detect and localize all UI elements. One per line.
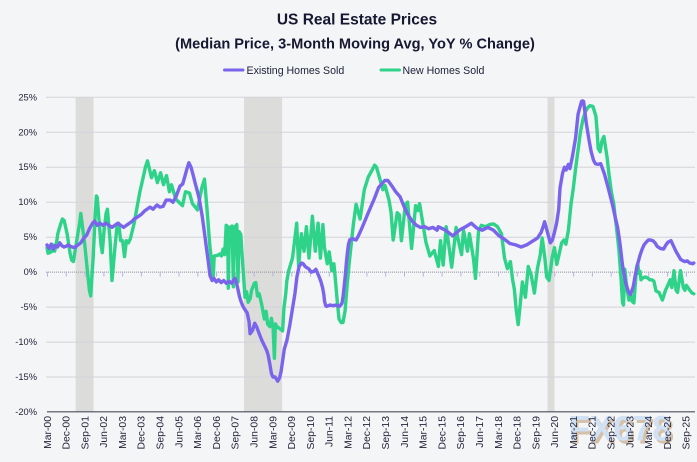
svg-text:Jun-14: Jun-14 [400, 416, 411, 448]
svg-text:Mar-00: Mar-00 [43, 416, 54, 449]
svg-text:Mar-18: Mar-18 [494, 416, 505, 449]
svg-text:15%: 15% [18, 162, 37, 172]
svg-text:Sep-22: Sep-22 [607, 416, 618, 450]
svg-text:5%: 5% [24, 232, 37, 242]
svg-text:Sep-10: Sep-10 [306, 416, 317, 450]
svg-text:Jun-11: Jun-11 [325, 416, 336, 447]
svg-text:10%: 10% [18, 197, 37, 207]
svg-text:Dec-09: Dec-09 [287, 416, 298, 450]
svg-text:Dec-03: Dec-03 [137, 416, 148, 450]
svg-text:Dec-21: Dec-21 [588, 416, 599, 450]
svg-text:Jun-17: Jun-17 [475, 416, 486, 448]
svg-text:Mar-21: Mar-21 [569, 416, 580, 449]
svg-text:Dec-00: Dec-00 [62, 416, 73, 450]
svg-text:Mar-03: Mar-03 [118, 416, 129, 449]
svg-text:20%: 20% [18, 127, 37, 137]
svg-text:Dec-12: Dec-12 [362, 416, 373, 450]
svg-text:Dec-15: Dec-15 [437, 416, 448, 450]
svg-text:-20%: -20% [15, 407, 37, 417]
svg-text:Sep-01: Sep-01 [80, 416, 91, 450]
svg-text:0%: 0% [24, 267, 37, 277]
svg-text:Existing Homes Sold: Existing Homes Sold [247, 65, 345, 77]
svg-text:Jun-23: Jun-23 [625, 416, 636, 448]
svg-text:Mar-12: Mar-12 [343, 416, 354, 449]
svg-text:Jun-08: Jun-08 [250, 416, 261, 448]
svg-text:Mar-15: Mar-15 [419, 416, 430, 449]
svg-text:Sep-25: Sep-25 [682, 416, 693, 450]
svg-text:New Homes Sold: New Homes Sold [403, 65, 485, 77]
svg-text:US Real Estate Prices: US Real Estate Prices [277, 12, 437, 29]
svg-text:Jun-20: Jun-20 [550, 416, 561, 448]
svg-text:Dec-18: Dec-18 [513, 416, 524, 450]
svg-text:Jun-05: Jun-05 [174, 416, 185, 448]
svg-text:Mar-09: Mar-09 [268, 416, 279, 449]
svg-text:Jun-02: Jun-02 [99, 416, 110, 448]
svg-text:25%: 25% [18, 92, 37, 102]
svg-text:Sep-07: Sep-07 [231, 416, 242, 450]
svg-text:Dec-24: Dec-24 [663, 416, 674, 450]
svg-text:-15%: -15% [15, 372, 37, 382]
svg-text:-10%: -10% [15, 337, 37, 347]
svg-text:Dec-06: Dec-06 [212, 416, 223, 450]
svg-text:Sep-16: Sep-16 [456, 416, 467, 450]
svg-text:Sep-19: Sep-19 [531, 416, 542, 450]
svg-text:Sep-13: Sep-13 [381, 416, 392, 450]
svg-text:-5%: -5% [20, 302, 37, 312]
svg-text:FX678: FX678 [568, 410, 671, 449]
svg-text:Sep-04: Sep-04 [156, 416, 167, 450]
svg-text:FX678: FX678 [571, 413, 674, 452]
svg-text:Mar-06: Mar-06 [193, 416, 204, 449]
svg-text:(Median Price, 3-Month Moving: (Median Price, 3-Month Moving Avg, YoY %… [175, 37, 535, 53]
svg-text:Mar-24: Mar-24 [644, 416, 655, 449]
